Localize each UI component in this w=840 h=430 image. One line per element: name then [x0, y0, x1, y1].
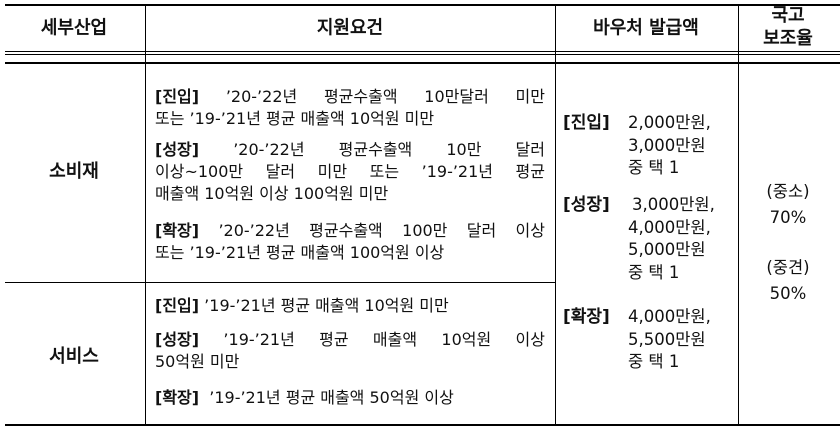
table-top-border — [5, 4, 840, 6]
requirement-entry: [진입] ’19-’21년 평균 매출액 10억원 미만 — [155, 296, 449, 315]
header-subsidy-line1: 국고 — [771, 5, 805, 26]
col-divider — [555, 4, 556, 425]
subsidy-sme: (중소) 70% — [766, 182, 810, 227]
header-double-line — [5, 54, 840, 55]
requirement-expansion: [확장] ’20-’22년 평균수출액 100만 달러 이상 또는 ’19-’2… — [155, 221, 545, 262]
col-divider — [738, 4, 739, 425]
header-subsidy-rate: 국고 보조율 — [763, 4, 813, 50]
category-services: 서비스 — [49, 346, 99, 367]
table-bottom-border — [5, 424, 840, 426]
requirement-growth: [성장] ’19-’21년 평균 매출액 10억원 이상 50억원 미만 — [155, 330, 545, 371]
row-divider — [5, 282, 556, 283]
header-subsector: 세부산업 — [40, 17, 108, 39]
subsidy-midsize: (중견) 50% — [766, 258, 810, 303]
col-divider — [145, 4, 146, 425]
requirement-entry: [진입] ’20-’22년 평균수출액 10만달러 미만 또는 ’19-’21년… — [155, 87, 545, 128]
requirement-growth: [성장] ’20-’22년 평균수출액 10만 달러 이상~100만 달러 미만… — [155, 140, 545, 203]
header-voucher-amount: 바우처 발급액 — [593, 17, 699, 39]
header-double-line — [5, 51, 840, 52]
header-divider — [5, 62, 840, 64]
header-requirements: 지원요건 — [316, 17, 384, 39]
header-subsidy-line2: 보조율 — [763, 28, 813, 49]
requirement-expansion: [확장] ’19-’21년 평균 매출액 50억원 이상 — [155, 388, 454, 407]
category-consumer-goods: 소비재 — [49, 161, 99, 182]
